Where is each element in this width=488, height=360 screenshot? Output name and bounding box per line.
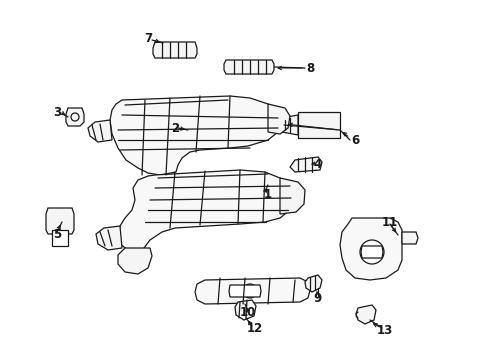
Text: 7: 7 [143,31,152,45]
Polygon shape [289,157,321,172]
Polygon shape [88,120,112,142]
Polygon shape [153,42,197,58]
Text: 11: 11 [381,216,397,229]
Polygon shape [52,230,68,246]
Text: 3: 3 [53,107,61,120]
Polygon shape [278,115,297,135]
Polygon shape [297,112,339,138]
Text: 4: 4 [313,158,322,171]
Text: 8: 8 [305,62,313,75]
Text: 1: 1 [264,189,271,202]
Polygon shape [360,246,382,258]
Text: 2: 2 [171,122,179,135]
Polygon shape [195,278,309,304]
Polygon shape [118,248,152,274]
Text: 9: 9 [313,292,322,305]
Text: 12: 12 [246,321,263,334]
Polygon shape [355,305,375,324]
Text: 5: 5 [53,229,61,242]
Polygon shape [118,170,291,252]
Polygon shape [267,104,289,134]
Polygon shape [235,300,256,320]
Polygon shape [66,108,84,126]
Polygon shape [305,275,321,292]
Polygon shape [46,208,74,234]
Polygon shape [96,226,122,250]
Polygon shape [110,96,280,175]
Polygon shape [280,178,305,214]
Polygon shape [339,218,401,280]
Polygon shape [224,60,273,74]
Text: 6: 6 [350,134,358,147]
Text: 13: 13 [376,324,392,337]
Text: 10: 10 [240,306,256,319]
Polygon shape [401,232,417,244]
Polygon shape [228,285,261,297]
